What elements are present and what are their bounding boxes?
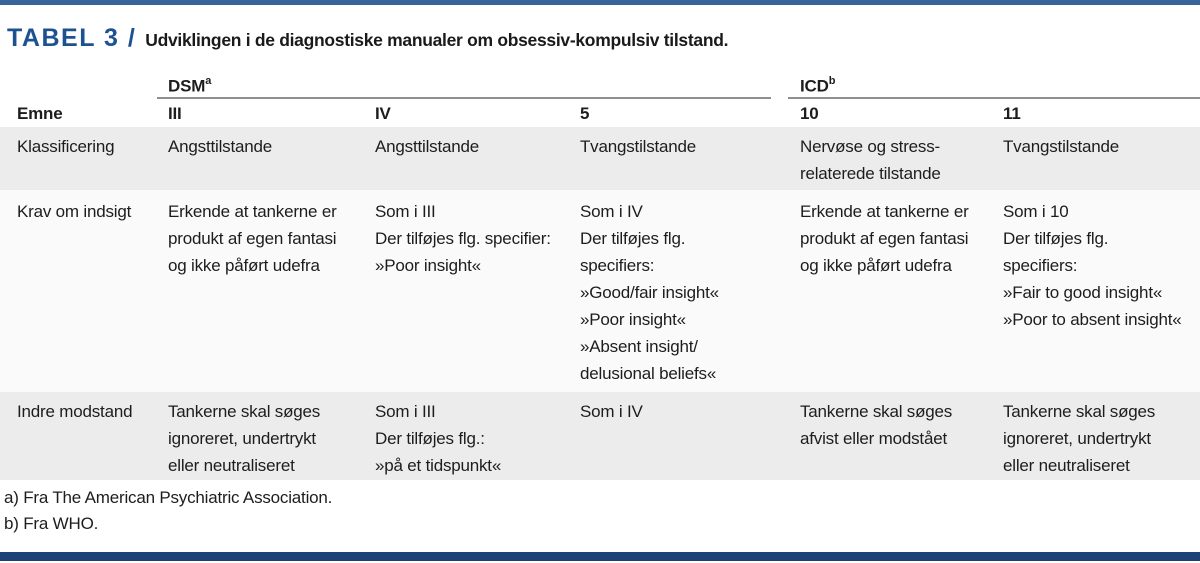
cell-line: »Poor insight« bbox=[580, 310, 686, 329]
cell-line: produkt af egen fantasi bbox=[168, 229, 337, 248]
cell-krav-dsm-iii: Erkende at tankerne er produkt af egen fa… bbox=[168, 198, 375, 392]
cell-modstand-icd-11: Tankerne skal søges ignoreret, undertrykt… bbox=[1003, 398, 1200, 480]
cell-line: Som i IV bbox=[580, 202, 643, 221]
group-header-dsm: DSMa bbox=[168, 75, 212, 97]
column-header-emne: Emne bbox=[17, 104, 63, 123]
cell-modstand-icd-10: Tankerne skal søges afvist eller modstået bbox=[800, 398, 1003, 480]
column-header-row: Emne III IV 5 10 11 bbox=[0, 103, 1200, 125]
cell-line: specifiers: bbox=[580, 256, 655, 275]
column-header-dsm-iv: IV bbox=[375, 104, 391, 123]
cell-klassificering-icd-11: Tvangstilstande bbox=[1003, 133, 1200, 190]
cell-modstand-dsm-5: Som i IV bbox=[580, 398, 800, 480]
cell-line: Der tilføjes flg. bbox=[580, 229, 686, 248]
row-label-indre-modstand: Indre modstand bbox=[17, 402, 133, 421]
group-header-icd: ICDb bbox=[800, 75, 836, 97]
cell-line: Angsttilstande bbox=[375, 137, 479, 156]
cell-line: og ikke påført udefra bbox=[800, 256, 952, 275]
table-row-klassificering: Klassificering Angsttilstande Angsttilst… bbox=[0, 127, 1200, 190]
cell-line: Erkende at tankerne er bbox=[800, 202, 969, 221]
cell-modstand-dsm-iii: Tankerne skal søges ignoreret, undertrykt… bbox=[168, 398, 375, 480]
cell-krav-dsm-iv: Som i III Der tilføjes flg. specifier: »Po… bbox=[375, 198, 580, 392]
cell-klassificering-dsm-5: Tvangstilstande bbox=[580, 133, 800, 190]
cell-line: relaterede tilstande bbox=[800, 164, 941, 183]
cell-line: Tvangstilstande bbox=[1003, 137, 1120, 156]
cell-krav-dsm-5: Som i IV Der tilføjes flg. specifiers: »Goo… bbox=[580, 198, 800, 392]
cell-line: Der tilføjes flg.: bbox=[375, 429, 485, 448]
column-header-icd-10: 10 bbox=[800, 104, 819, 123]
table-row-krav-om-indsigt: Krav om indsigt Erkende at tankerne er pr… bbox=[0, 190, 1200, 392]
cell-line: »Poor to absent insight« bbox=[1003, 310, 1182, 329]
cell-line: »Absent insight/ bbox=[580, 337, 698, 356]
cell-line: »på et tidspunkt« bbox=[375, 456, 502, 475]
cell-klassificering-icd-10: Nervøse og stress-relaterede tilstande bbox=[800, 133, 1003, 190]
table-row-indre-modstand: Indre modstand Tankerne skal søges ignore… bbox=[0, 392, 1200, 480]
row-label-krav-om-indsigt: Krav om indsigt bbox=[17, 202, 132, 221]
column-header-dsm-5: 5 bbox=[580, 104, 590, 123]
footnotes: a) Fra The American Psychiatric Associat… bbox=[4, 485, 332, 537]
cell-line: og ikke påført udefra bbox=[168, 256, 320, 275]
cell-line: afvist eller modstået bbox=[800, 429, 947, 448]
cell-line: »Good/fair insight« bbox=[580, 283, 719, 302]
top-accent-bar bbox=[0, 0, 1200, 5]
cell-line: Tvangstilstande bbox=[580, 137, 697, 156]
table-number-label: TABEL 3 / bbox=[7, 24, 137, 52]
cell-line: eller neutraliseret bbox=[168, 456, 295, 475]
cell-line: »Fair to good insight« bbox=[1003, 283, 1163, 302]
cell-line: Som i III bbox=[375, 202, 436, 221]
cell-line: Tankerne skal søges bbox=[1003, 402, 1156, 421]
cell-line: ignoreret, undertrykt bbox=[1003, 429, 1151, 448]
cell-line: produkt af egen fantasi bbox=[800, 229, 969, 248]
cell-line: Erkende at tankerne er bbox=[168, 202, 337, 221]
cell-krav-icd-11: Som i 10 Der tilføjes flg. specifiers: »Fai… bbox=[1003, 198, 1200, 392]
group-label-icd: ICD bbox=[800, 76, 829, 96]
cell-line: specifiers: bbox=[1003, 256, 1078, 275]
table-title: Udviklingen i de diagnostiske manualer o… bbox=[145, 30, 729, 50]
column-header-icd-11: 11 bbox=[1003, 104, 1021, 123]
cell-line: Som i 10 bbox=[1003, 202, 1069, 221]
cell-line: Der tilføjes flg. specifier: bbox=[375, 229, 551, 248]
cell-line: Der tilføjes flg. bbox=[1003, 229, 1109, 248]
footnote-b: b) Fra WHO. bbox=[4, 514, 99, 533]
cell-klassificering-dsm-iv: Angsttilstande bbox=[375, 133, 580, 190]
footnote-a: a) Fra The American Psychiatric Associat… bbox=[4, 488, 333, 507]
cell-line: Tankerne skal søges bbox=[800, 402, 953, 421]
cell-line: ignoreret, undertrykt bbox=[168, 429, 316, 448]
footnote-marker-a: a bbox=[205, 75, 212, 87]
cell-line: delusional beliefs« bbox=[580, 364, 717, 383]
cell-line: Som i IV bbox=[580, 402, 643, 421]
row-label-klassificering: Klassificering bbox=[17, 137, 115, 156]
cell-line: Nervøse og stress- bbox=[800, 137, 940, 156]
cell-line: »Poor insight« bbox=[375, 256, 481, 275]
cell-line: eller neutraliseret bbox=[1003, 456, 1130, 475]
cell-modstand-dsm-iv: Som i III Der tilføjes flg.: »på et tidspu… bbox=[375, 398, 580, 480]
cell-line: Som i III bbox=[375, 402, 436, 421]
group-label-dsm: DSM bbox=[168, 76, 206, 96]
bottom-accent-bar bbox=[0, 552, 1200, 561]
table-caption: TABEL 3 / Udviklingen i de diagnostiske … bbox=[7, 24, 728, 53]
cell-line: Tankerne skal søges bbox=[168, 402, 321, 421]
cell-klassificering-dsm-iii: Angsttilstande bbox=[168, 133, 375, 190]
dsm-group-underline bbox=[157, 97, 771, 99]
cell-line: Angsttilstande bbox=[168, 137, 272, 156]
cell-krav-icd-10: Erkende at tankerne er produkt af egen fa… bbox=[800, 198, 1003, 392]
icd-group-underline bbox=[788, 97, 1200, 99]
column-header-dsm-iii: III bbox=[168, 104, 182, 123]
footnote-marker-b: b bbox=[828, 75, 836, 87]
